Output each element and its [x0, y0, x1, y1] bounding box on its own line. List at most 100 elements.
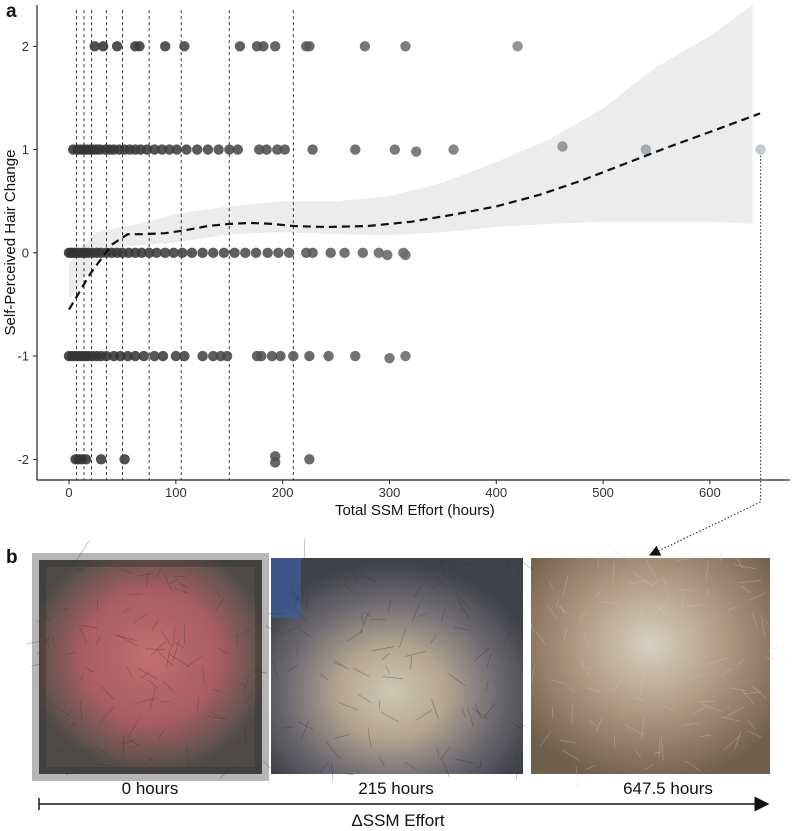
- x-tick-label: 0: [65, 485, 72, 500]
- data-point: [384, 353, 395, 364]
- x-tick-label: 300: [379, 485, 401, 500]
- data-point: [221, 350, 233, 362]
- hair-strand: [655, 606, 674, 620]
- hair-strand: [662, 577, 670, 600]
- hair-strand: [706, 587, 710, 596]
- hair-strand: [300, 720, 309, 741]
- hair-strand: [141, 757, 153, 768]
- hair-strand: [333, 662, 343, 667]
- hair-strand: [471, 707, 488, 720]
- hair-strand: [126, 666, 133, 678]
- hair-strand: [417, 612, 428, 617]
- hair-strand: [693, 706, 706, 715]
- data-point: [160, 247, 171, 258]
- hair-strand: [56, 748, 65, 754]
- hair-strand: [601, 602, 621, 604]
- data-point: [115, 350, 126, 362]
- hair-strand: [585, 687, 601, 693]
- hair-strand: [571, 705, 573, 725]
- hair-strand: [575, 766, 579, 789]
- hair-strand: [76, 567, 85, 573]
- hair-strand: [197, 696, 200, 711]
- hair-strand: [547, 605, 558, 620]
- data-point: [80, 454, 92, 465]
- hair-strand: [293, 606, 307, 623]
- hair-strand: [585, 765, 597, 770]
- hair-strand: [122, 739, 137, 745]
- hair-strand: [399, 628, 407, 648]
- hair-strand: [530, 623, 535, 632]
- hair-strand: [706, 657, 729, 665]
- data-point: [307, 247, 318, 258]
- hair-strand: [751, 685, 767, 699]
- hair-strand: [122, 607, 130, 614]
- data-point: [258, 41, 269, 52]
- data-point: [359, 41, 371, 52]
- data-point: [111, 41, 123, 52]
- hair-strand: [272, 661, 279, 680]
- data-point: [373, 247, 384, 258]
- hair-strand: [612, 549, 632, 561]
- data-point: [232, 144, 243, 155]
- hair-strand: [97, 600, 99, 611]
- hair-strand: [353, 667, 370, 677]
- hair-strand: [177, 581, 189, 589]
- data-point: [164, 144, 175, 155]
- hair-strand: [303, 538, 305, 561]
- scalp-photo-215-hours: [271, 558, 523, 774]
- y-tick-label: -2: [17, 452, 29, 467]
- data-point: [122, 350, 133, 362]
- hair-strand: [158, 729, 165, 738]
- hair-strand: [597, 552, 600, 569]
- hair-strand: [173, 627, 175, 647]
- hair-strand: [430, 580, 445, 590]
- caption-215-hours: 215 hours: [358, 779, 434, 798]
- hair-strand: [653, 601, 668, 615]
- x-axis-label: Total SSM Effort (hours): [335, 502, 495, 519]
- data-point: [448, 144, 459, 155]
- x-tick-label: 100: [165, 485, 187, 500]
- data-point: [411, 146, 422, 157]
- hair-strand: [661, 736, 664, 760]
- data-point: [389, 144, 400, 155]
- data-point: [141, 144, 153, 155]
- hair-strand: [482, 702, 496, 719]
- hair-strand: [186, 656, 203, 668]
- data-point: [156, 144, 168, 155]
- hair-strand: [485, 680, 489, 692]
- data-point: [357, 247, 368, 258]
- data-point: [179, 350, 190, 362]
- hair-strand: [721, 667, 732, 677]
- hair-strand: [578, 610, 588, 621]
- hair-strand: [436, 746, 440, 757]
- data-point: [250, 247, 262, 258]
- hair-strand: [515, 567, 521, 577]
- hair-strand: [361, 612, 363, 623]
- hair-strand: [686, 604, 702, 607]
- hair-strand: [741, 585, 751, 594]
- hair-strand: [246, 690, 254, 703]
- hair-strand: [440, 608, 446, 622]
- hair-strand: [380, 711, 399, 723]
- hair-strand: [357, 693, 371, 703]
- hair-strand: [410, 655, 413, 670]
- trend-line: [68, 112, 761, 311]
- hair-strand: [137, 668, 158, 680]
- hair-strand: [551, 706, 554, 719]
- hair-strand: [237, 629, 253, 636]
- hair-strand: [65, 651, 77, 656]
- hair-strand: [95, 745, 108, 755]
- data-point: [755, 144, 766, 155]
- x-tick-label: 200: [272, 485, 294, 500]
- hair-strand: [156, 565, 163, 578]
- y-tick-label: 2: [22, 39, 29, 54]
- data-point: [157, 350, 169, 362]
- hair-strand: [151, 619, 159, 630]
- panel-a-label: a: [6, 1, 17, 22]
- hair-strand: [415, 709, 433, 721]
- y-axis-label: Self-Perceived Hair Change: [2, 150, 19, 336]
- hair-strand: [752, 612, 758, 630]
- hair-strand: [724, 735, 740, 750]
- hair-strand: [473, 647, 490, 662]
- data-point: [339, 247, 350, 258]
